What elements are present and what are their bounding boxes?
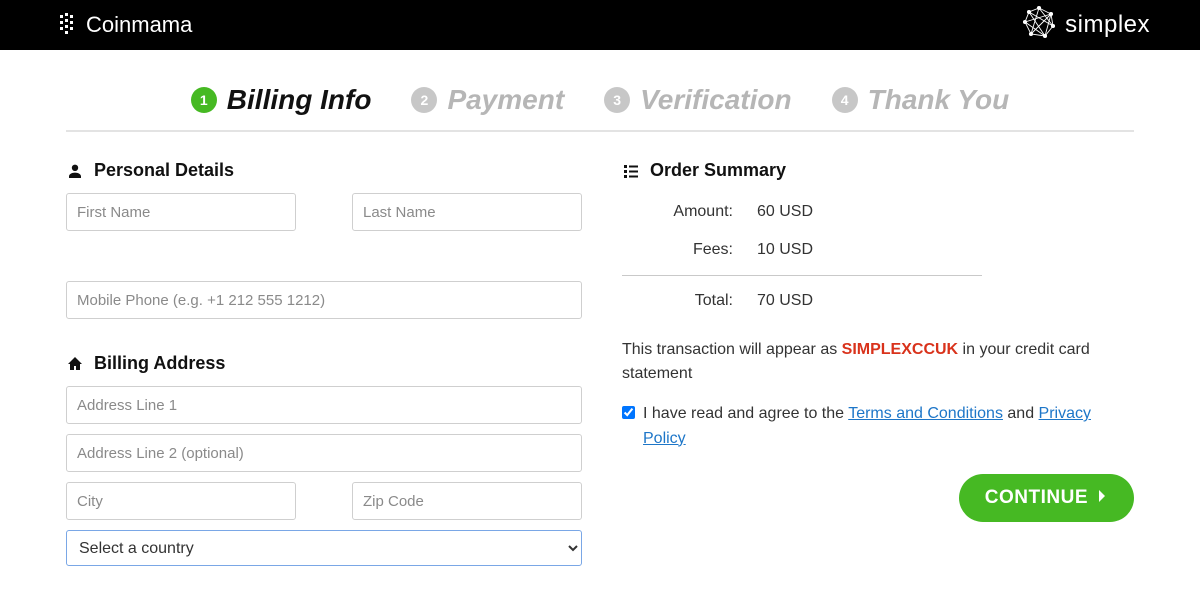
step-billing-info: 1 Billing Info bbox=[191, 84, 372, 116]
order-summary-title: Order Summary bbox=[650, 160, 786, 181]
coinmama-logo-icon bbox=[60, 13, 78, 37]
main-content: Personal Details Billing Address bbox=[0, 132, 1200, 606]
step-thank-you: 4 Thank You bbox=[832, 84, 1010, 116]
checkout-steps: 1 Billing Info 2 Payment 3 Verification … bbox=[66, 50, 1134, 132]
total-label: Total: bbox=[622, 292, 757, 310]
billing-form: Personal Details Billing Address bbox=[66, 152, 582, 576]
list-icon bbox=[622, 163, 640, 179]
mobile-phone-input[interactable] bbox=[66, 281, 582, 319]
order-summary-panel: Order Summary Amount: 60 USD Fees: 10 US… bbox=[622, 152, 1134, 576]
home-icon bbox=[66, 356, 84, 372]
agree-checkbox[interactable] bbox=[622, 406, 635, 419]
agree-lead: I have read and agree to the bbox=[643, 405, 848, 422]
total-value: 70 USD bbox=[757, 292, 813, 310]
top-bar: Coinmama simplex bbox=[0, 0, 1200, 50]
statement-note: This transaction will appear as SIMPLEXC… bbox=[622, 338, 1134, 386]
amount-label: Amount: bbox=[622, 203, 757, 221]
brand-coinmama-label: Coinmama bbox=[86, 12, 192, 38]
simplex-logo-icon bbox=[1021, 4, 1057, 47]
order-summary-heading: Order Summary bbox=[622, 160, 1134, 181]
step-number: 4 bbox=[832, 87, 858, 113]
city-input[interactable] bbox=[66, 482, 296, 520]
amount-value: 60 USD bbox=[757, 203, 813, 221]
step-number: 2 bbox=[411, 87, 437, 113]
address-line1-input[interactable] bbox=[66, 386, 582, 424]
summary-divider bbox=[622, 275, 982, 276]
summary-total-row: Total: 70 USD bbox=[622, 282, 1134, 320]
terms-link[interactable]: Terms and Conditions bbox=[848, 405, 1003, 422]
step-number: 3 bbox=[604, 87, 630, 113]
summary-amount-row: Amount: 60 USD bbox=[622, 193, 1134, 231]
step-label: Thank You bbox=[868, 84, 1010, 116]
address-line2-input[interactable] bbox=[66, 434, 582, 472]
personal-details-title: Personal Details bbox=[94, 160, 234, 181]
country-select[interactable]: Select a country bbox=[66, 530, 582, 566]
step-number: 1 bbox=[191, 87, 217, 113]
billing-address-heading: Billing Address bbox=[66, 353, 582, 374]
statement-descriptor: SIMPLEXCCUK bbox=[842, 341, 958, 358]
fees-value: 10 USD bbox=[757, 241, 813, 259]
chevron-right-icon bbox=[1096, 487, 1108, 509]
summary-fees-row: Fees: 10 USD bbox=[622, 231, 1134, 269]
step-label: Payment bbox=[447, 84, 564, 116]
step-label: Billing Info bbox=[227, 84, 372, 116]
step-label: Verification bbox=[640, 84, 791, 116]
brand-coinmama: Coinmama bbox=[60, 12, 192, 38]
personal-details-heading: Personal Details bbox=[66, 160, 582, 181]
brand-simplex: simplex bbox=[1021, 4, 1150, 47]
spacer bbox=[66, 245, 582, 281]
last-name-input[interactable] bbox=[352, 193, 582, 231]
step-verification: 3 Verification bbox=[604, 84, 791, 116]
first-name-input[interactable] bbox=[66, 193, 296, 231]
zip-input[interactable] bbox=[352, 482, 582, 520]
note-prefix: This transaction will appear as bbox=[622, 341, 842, 358]
continue-button[interactable]: CONTINUE bbox=[959, 474, 1134, 522]
agree-and: and bbox=[1003, 405, 1039, 422]
brand-simplex-label: simplex bbox=[1065, 11, 1150, 39]
billing-address-title: Billing Address bbox=[94, 353, 225, 374]
continue-label: CONTINUE bbox=[985, 487, 1088, 509]
fees-label: Fees: bbox=[622, 241, 757, 259]
person-icon bbox=[66, 163, 84, 179]
agree-row: I have read and agree to the Terms and C… bbox=[622, 402, 1134, 452]
step-payment: 2 Payment bbox=[411, 84, 564, 116]
